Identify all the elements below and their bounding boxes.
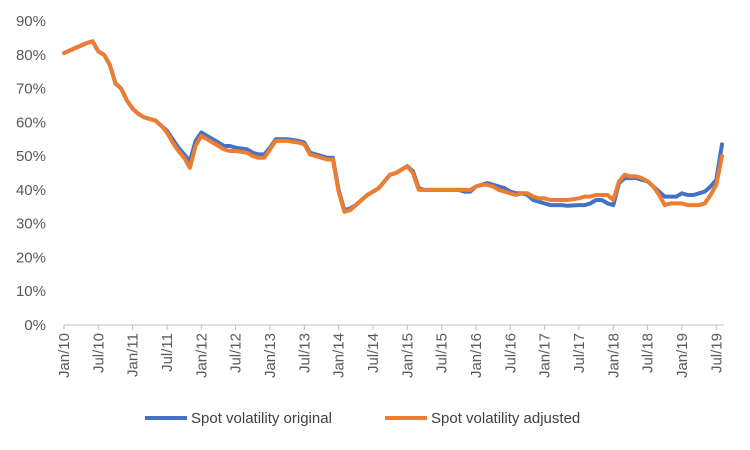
x-tick-label: Jul/14 xyxy=(365,333,382,373)
x-tick-label: Jan/17 xyxy=(537,333,554,378)
x-tick-label: Jul/19 xyxy=(708,333,725,373)
y-tick-label: 80% xyxy=(16,47,46,64)
x-tick-label: Jul/16 xyxy=(502,333,519,373)
y-tick-label: 50% xyxy=(16,148,46,165)
y-axis: 0% 10% 20% 30% 40% 50% 60% 70% 80% 90% xyxy=(16,13,46,334)
x-tick-label: Jul/11 xyxy=(159,333,176,372)
x-tick-label: Jan/11 xyxy=(125,333,142,377)
x-tick-label: Jan/12 xyxy=(193,333,210,378)
y-tick-label: 40% xyxy=(16,182,46,199)
x-tick-label: Jan/18 xyxy=(605,333,622,378)
y-tick-label: 20% xyxy=(16,249,46,266)
legend: Spot volatility original Spot volatility … xyxy=(145,410,580,427)
x-tick-label: Jan/19 xyxy=(674,333,691,378)
y-tick-label: 60% xyxy=(16,114,46,131)
legend-label: Spot volatility original xyxy=(191,410,332,427)
x-tick-label: Jan/16 xyxy=(468,333,485,378)
x-tick-label: Jul/13 xyxy=(296,333,313,373)
y-tick-label: 10% xyxy=(16,283,46,300)
y-tick-label: 70% xyxy=(16,81,46,98)
x-tick-label: Jul/17 xyxy=(571,333,588,373)
y-tick-label: 90% xyxy=(16,13,46,30)
x-tick-label: Jul/18 xyxy=(640,333,657,373)
x-axis: Jan/10 Jul/10 Jan/11 Jul/11 Jan/12 Jul/12 Jan/… xyxy=(56,324,725,378)
x-tick-label: Jan/15 xyxy=(399,333,416,378)
legend-label: Spot volatility adjusted xyxy=(431,410,580,427)
series-line-adjusted xyxy=(62,39,724,214)
x-tick-label: Jul/10 xyxy=(90,333,107,373)
y-tick-label: 30% xyxy=(16,216,46,233)
x-tick-label: Jan/13 xyxy=(262,333,279,378)
y-tick-label: 0% xyxy=(24,317,46,334)
x-tick-label: Jul/15 xyxy=(434,333,451,373)
x-tick-label: Jan/10 xyxy=(56,333,73,378)
x-tick-label: Jul/12 xyxy=(228,333,245,373)
series-layer xyxy=(62,39,724,214)
x-tick-label: Jan/14 xyxy=(331,333,348,378)
